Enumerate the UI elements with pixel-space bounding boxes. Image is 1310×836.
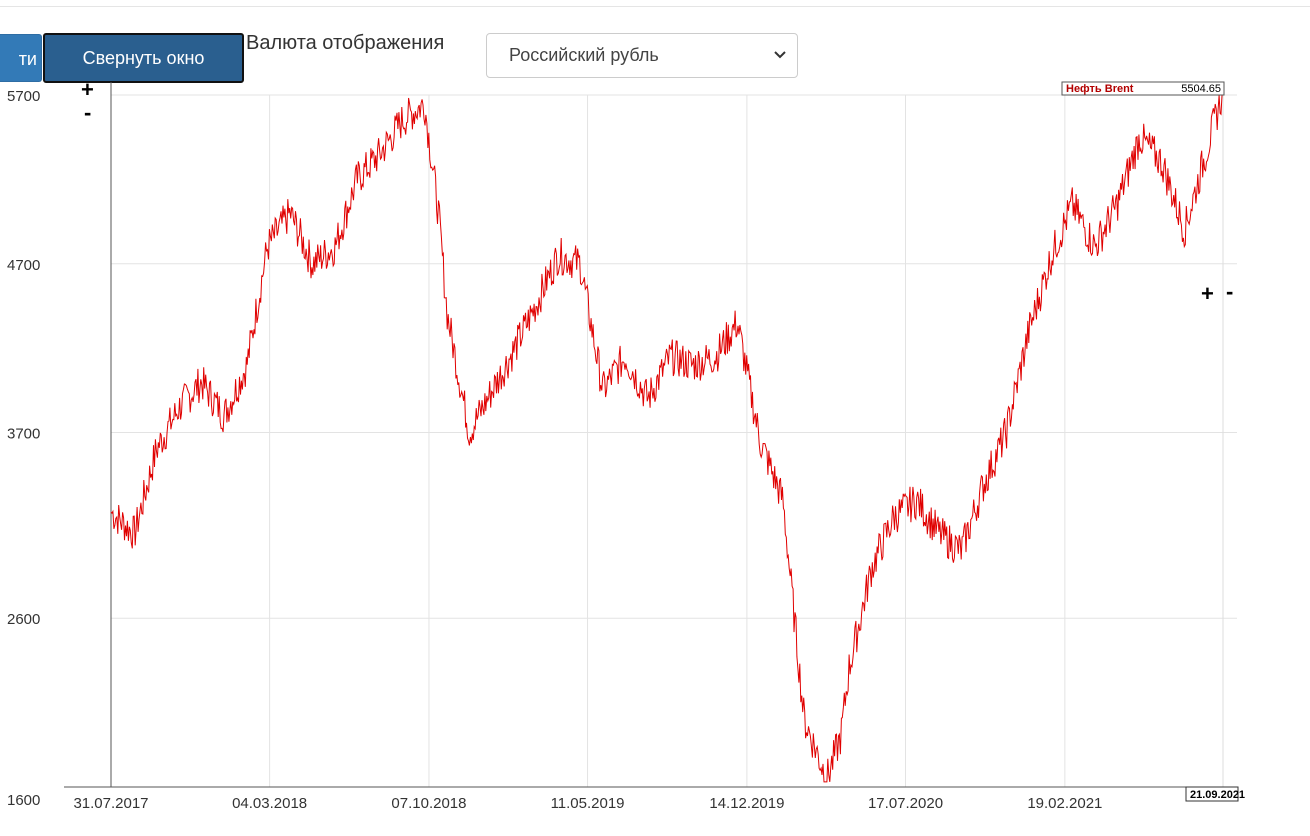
y-tick-label: 2600 [7, 611, 40, 628]
x-tick-label: 11.05.2019 [551, 795, 625, 812]
y-tick-label: 3700 [7, 426, 40, 443]
series-line-brent [110, 94, 1223, 783]
collapse-window-button[interactable]: Свернуть окно [43, 33, 244, 83]
chevron-down-icon [773, 34, 787, 94]
x-zoom-out-button[interactable]: - [1226, 279, 1234, 304]
legend: Нефть Brent 5504.65 [1061, 81, 1225, 96]
currency-select[interactable]: Российский рубль [486, 33, 798, 78]
y-tick-label: 1600 [7, 792, 40, 809]
legend-series-name: Нефть Brent [1066, 83, 1134, 95]
y-tick-label: 4700 [7, 257, 40, 274]
x-tick-label: 31.07.2017 [73, 795, 148, 812]
x-tick-label: 17.07.2020 [868, 795, 943, 812]
y-tick-label: 5700 [7, 88, 40, 105]
x-tick-label: 04.03.2018 [232, 795, 307, 812]
legend-box [1061, 81, 1225, 96]
y-zoom-in-button[interactable]: + [81, 77, 94, 102]
currency-label: Валюта отображения [246, 32, 445, 54]
top-strip [0, 0, 1310, 7]
y-zoom-out-button[interactable]: - [84, 100, 92, 125]
x-tick-label: 19.02.2021 [1027, 795, 1102, 812]
current-date-label: 21.09.2021 [1190, 789, 1245, 801]
x-zoom-in-button[interactable]: + [1201, 281, 1214, 306]
partial-left-button[interactable]: ти [0, 34, 42, 82]
currency-select-value: Российский рубль [509, 45, 659, 65]
legend-series-value: 5504.65 [1181, 83, 1221, 95]
x-tick-label: 07.10.2018 [391, 795, 466, 812]
x-tick-label: 14.12.2019 [709, 795, 784, 812]
current-date-box [1185, 786, 1239, 802]
